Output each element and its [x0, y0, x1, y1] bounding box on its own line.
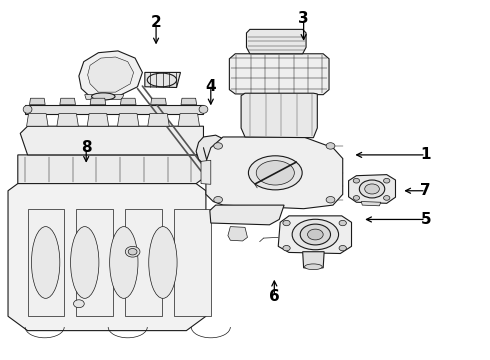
Ellipse shape	[71, 226, 99, 298]
Polygon shape	[26, 114, 48, 126]
Ellipse shape	[92, 93, 115, 100]
Ellipse shape	[283, 246, 290, 251]
Text: 7: 7	[420, 183, 431, 198]
Polygon shape	[181, 98, 196, 105]
Ellipse shape	[305, 264, 322, 270]
Polygon shape	[228, 226, 247, 241]
Ellipse shape	[384, 195, 390, 200]
Ellipse shape	[339, 220, 346, 226]
Ellipse shape	[31, 226, 60, 298]
Ellipse shape	[339, 246, 346, 251]
Polygon shape	[20, 126, 203, 155]
Polygon shape	[241, 93, 318, 138]
Polygon shape	[148, 114, 169, 126]
Ellipse shape	[384, 179, 390, 183]
Ellipse shape	[199, 105, 208, 113]
Polygon shape	[118, 114, 139, 126]
Polygon shape	[361, 202, 381, 206]
Polygon shape	[210, 205, 284, 225]
Ellipse shape	[110, 226, 138, 298]
Ellipse shape	[214, 143, 222, 149]
Polygon shape	[25, 105, 203, 114]
Ellipse shape	[283, 220, 290, 226]
Ellipse shape	[308, 229, 323, 240]
Ellipse shape	[365, 184, 379, 194]
Polygon shape	[85, 95, 124, 99]
Text: 3: 3	[298, 11, 309, 26]
Ellipse shape	[359, 180, 385, 198]
Polygon shape	[76, 209, 113, 316]
Polygon shape	[79, 51, 143, 98]
Polygon shape	[87, 114, 109, 126]
Polygon shape	[121, 98, 136, 105]
Polygon shape	[145, 72, 180, 87]
Polygon shape	[348, 175, 395, 203]
Ellipse shape	[125, 246, 140, 257]
Polygon shape	[88, 57, 134, 92]
Polygon shape	[18, 155, 211, 184]
Text: 2: 2	[151, 15, 161, 30]
Polygon shape	[196, 135, 225, 166]
Text: 1: 1	[420, 147, 431, 162]
Ellipse shape	[353, 179, 360, 183]
Polygon shape	[90, 98, 106, 105]
Polygon shape	[303, 252, 324, 268]
Polygon shape	[57, 114, 78, 126]
Ellipse shape	[292, 219, 339, 250]
Ellipse shape	[128, 248, 137, 255]
Ellipse shape	[353, 195, 360, 200]
Polygon shape	[151, 98, 166, 105]
Ellipse shape	[23, 105, 32, 113]
Text: 4: 4	[205, 79, 216, 94]
Polygon shape	[206, 137, 343, 209]
Ellipse shape	[74, 300, 84, 308]
Ellipse shape	[256, 161, 294, 185]
Polygon shape	[278, 216, 351, 253]
Ellipse shape	[149, 226, 177, 298]
Ellipse shape	[248, 156, 302, 190]
Polygon shape	[246, 30, 306, 54]
Polygon shape	[178, 114, 199, 126]
Polygon shape	[27, 209, 64, 316]
Polygon shape	[174, 209, 211, 316]
Polygon shape	[229, 54, 329, 95]
Polygon shape	[27, 162, 206, 176]
Ellipse shape	[326, 143, 335, 149]
Polygon shape	[125, 209, 162, 316]
Polygon shape	[201, 160, 211, 184]
Ellipse shape	[300, 224, 331, 245]
Text: 5: 5	[420, 212, 431, 227]
Polygon shape	[29, 98, 45, 105]
Text: 6: 6	[269, 289, 280, 304]
Polygon shape	[60, 98, 75, 105]
Polygon shape	[8, 176, 206, 330]
Text: 8: 8	[81, 140, 92, 155]
Ellipse shape	[214, 197, 222, 203]
Ellipse shape	[326, 197, 335, 203]
